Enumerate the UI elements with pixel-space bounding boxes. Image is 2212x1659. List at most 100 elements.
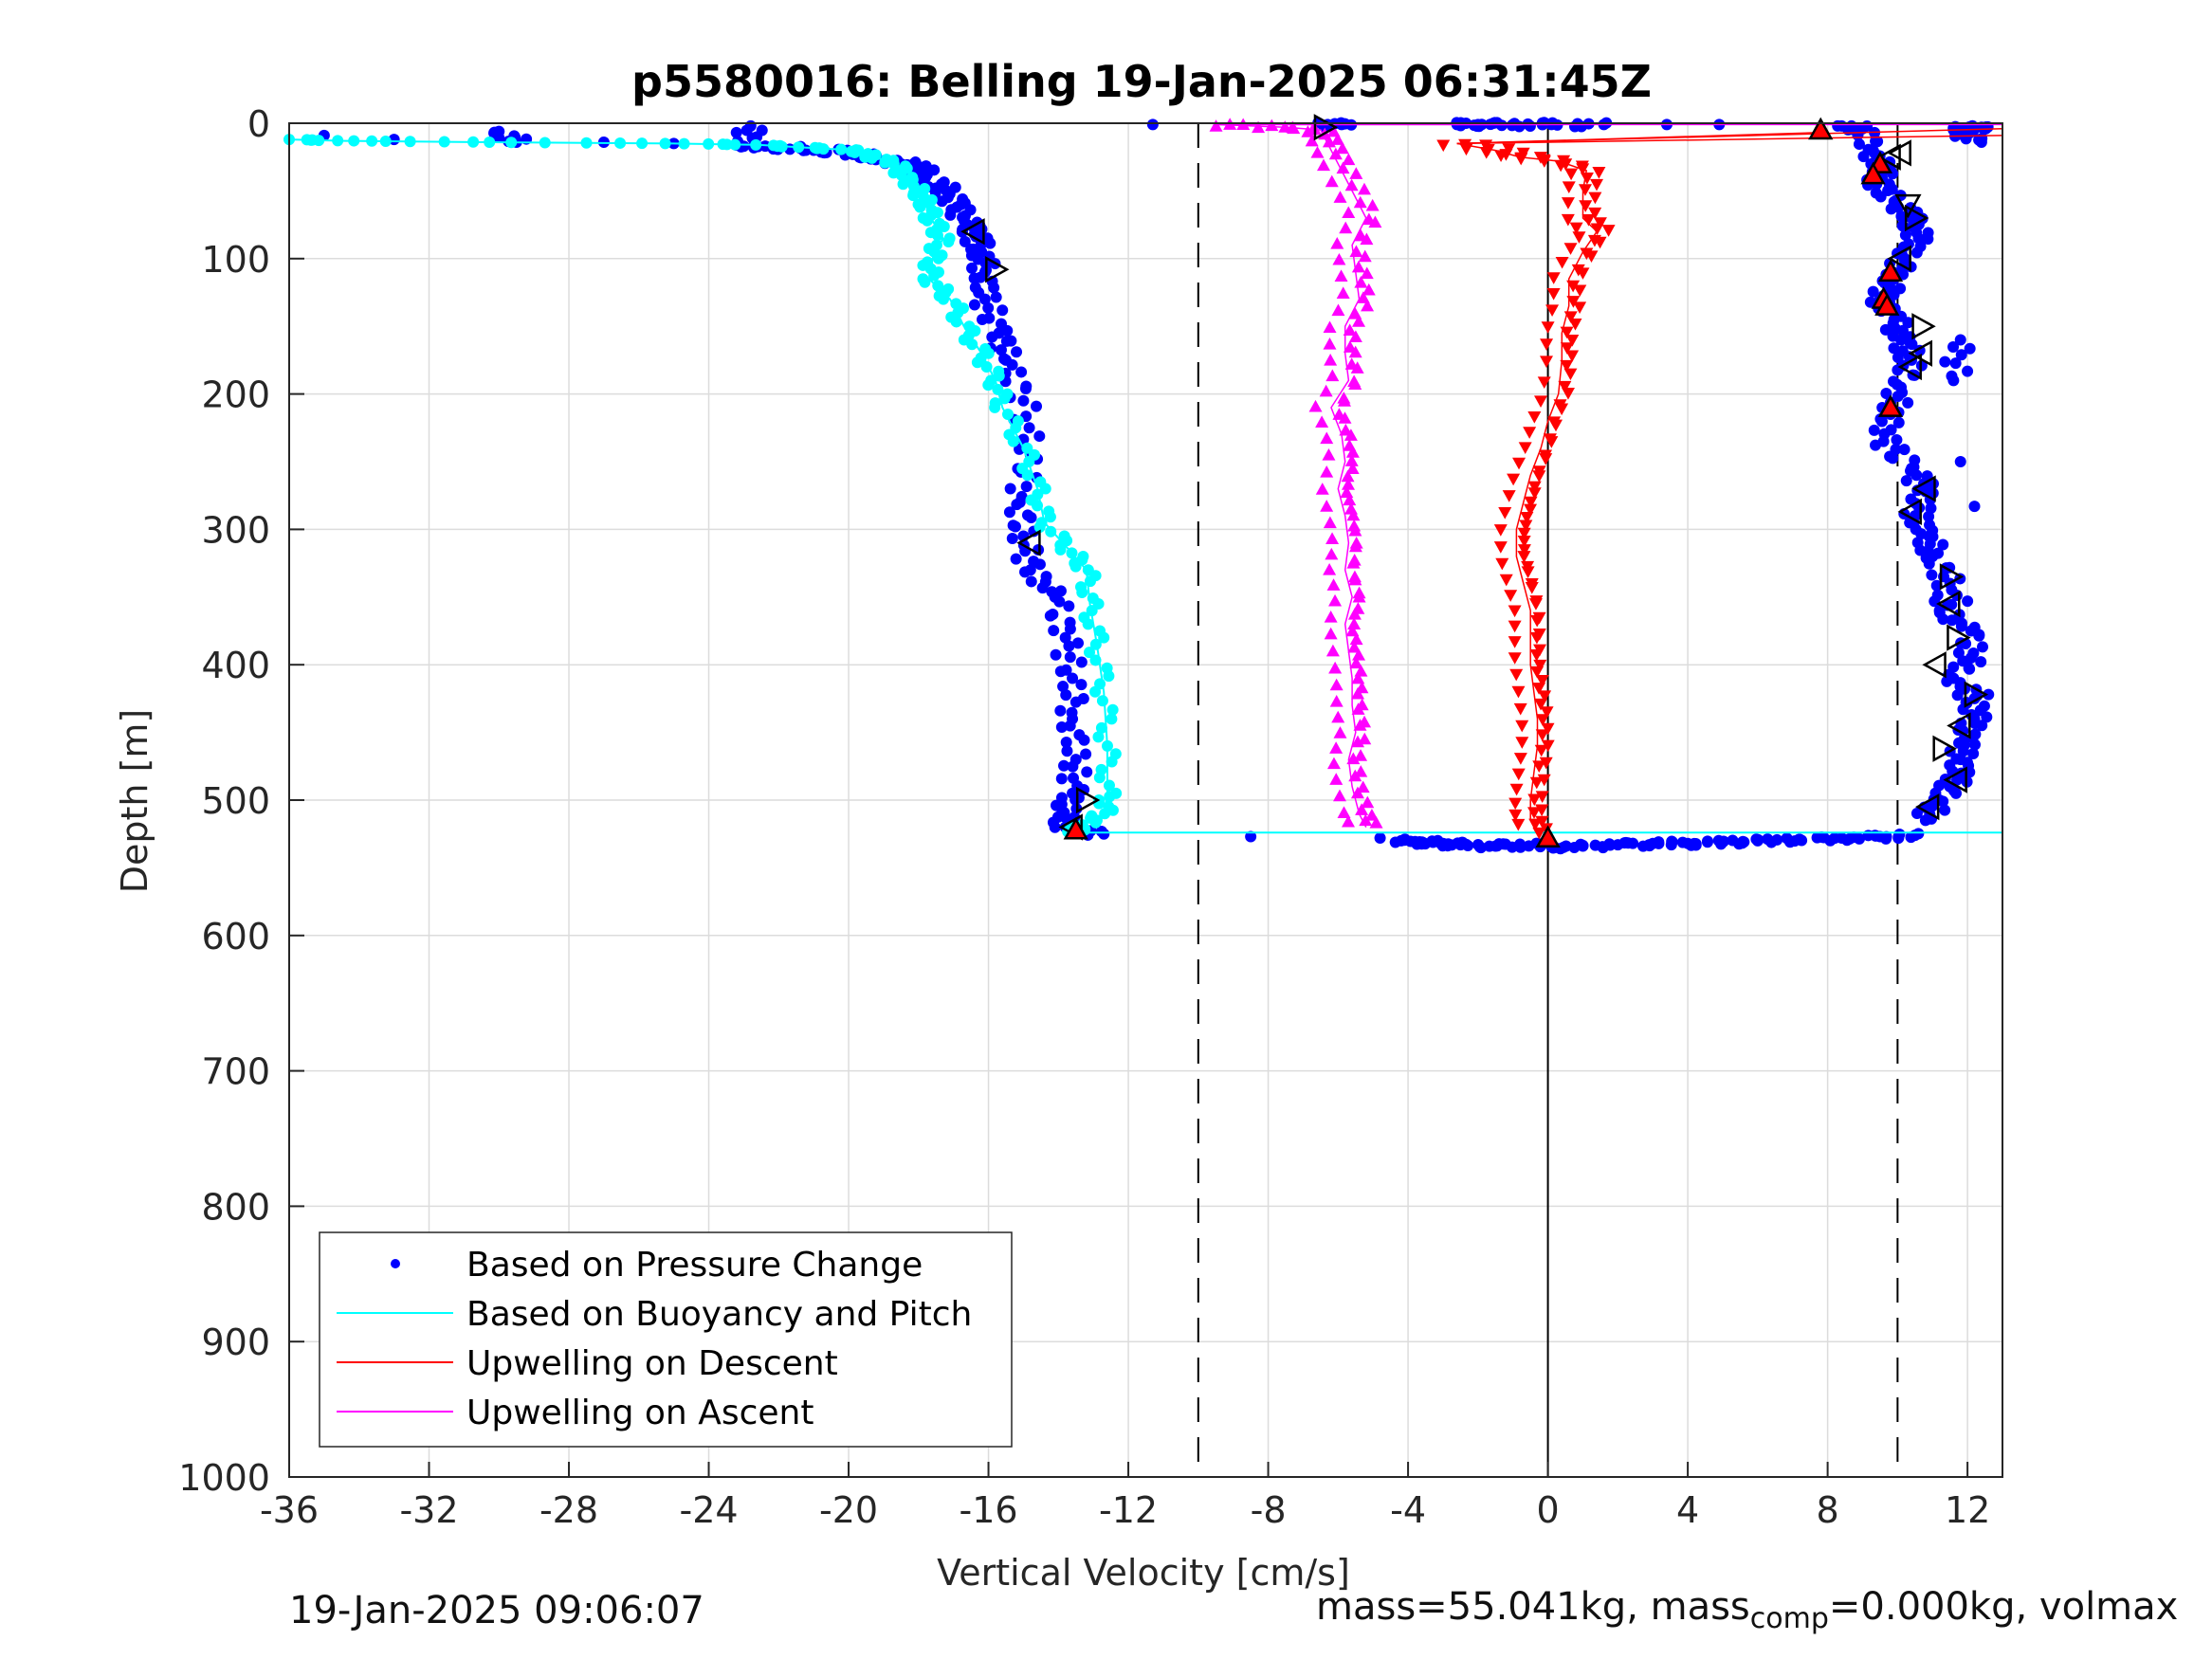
descent-upwelling-point [1528,598,1543,611]
pressure-point [1973,629,1985,642]
outline-triangle-marker [1016,529,1041,556]
ascent-upwelling-point [1326,578,1341,591]
ascent-upwelling-point [1336,286,1350,299]
pressure-point [1080,748,1092,760]
descent-upwelling-point [1524,496,1538,509]
ascent-upwelling-point [1360,266,1374,280]
ascent-upwelling-point [1335,141,1349,155]
legend-label-buoyancy: Based on Buoyancy and Pitch [466,1295,972,1334]
ascent-upwelling-point [1315,483,1329,495]
descent-upwelling-point [1579,200,1593,212]
buoyancy-point [932,252,944,264]
descent-upwelling-point [1527,481,1542,494]
pressure-point [1690,838,1702,850]
pressure-point [1898,444,1910,456]
pressure-point [1676,836,1689,848]
ascent-upwelling-point [1344,428,1358,441]
descent-upwelling-point [1508,620,1522,633]
pressure-point [1886,183,1898,195]
descent-upwelling-point [1568,319,1582,331]
outline-triangle-marker [1887,139,1911,167]
buoyancy-point [1103,670,1115,683]
pressure-point [1949,357,1962,370]
x-tick-label: -24 [679,1489,738,1531]
outline-triangle-marker [1894,193,1922,219]
descent-upwelling-point [1518,442,1532,454]
red-triangle-marker [1874,293,1900,316]
pressure-point [1474,842,1487,854]
pressure-point [1828,832,1840,845]
ascent-upwelling-point [1348,345,1362,358]
pressure-point [1910,226,1923,238]
ascent-upwelling-point [1351,702,1365,715]
ascent-upwelling-point [1326,757,1341,770]
x-ticks: -36 -32 -28 -24 -20 -16 -12 -8 -4 0 4 8 12 [260,1462,1990,1531]
pressure-point [1075,679,1088,691]
pressure-point [1947,340,1960,353]
outline-triangle-marker [1947,624,1971,651]
pressure-point [1011,346,1023,358]
pressure-point [1643,839,1655,851]
pressure-point [1060,689,1072,702]
pressure-point [1054,704,1067,717]
pressure-point [1737,835,1749,848]
legend-label-descent: Upwelling on Descent [466,1344,838,1383]
buoyancy-point [907,190,920,202]
ascent-upwelling-point [1341,814,1355,828]
pressure-point [1981,711,1993,723]
buoyancy-point [817,143,830,155]
ascent-upwelling-point [1346,752,1361,765]
ascent-upwelling-point [1320,500,1334,512]
descent-upwelling-point [1532,827,1546,840]
pressure-point [1078,734,1090,746]
descent-upwelling-point [1560,326,1574,339]
buoyancy-point [379,136,392,148]
pressure-point [1955,349,1967,361]
reference-lines [1197,123,1899,1477]
y-tick-label: 200 [201,374,270,416]
pressure-point [1922,233,1934,246]
descent-upwelling-point [1502,490,1516,502]
outline-triangle-marker [1964,681,1989,708]
ascent-upwelling-point [1328,147,1343,160]
outline-triangle-marker [960,218,985,246]
ascent-upwelling-point [1358,732,1372,745]
pressure-point [1910,469,1923,482]
ascent-upwelling-point [1330,237,1344,249]
footer-mass-prefix: mass=55.041kg, mass [1316,1585,1750,1629]
pressure-point [1968,501,1981,513]
buoyancy-point [678,137,690,150]
x-tick-label: -20 [819,1489,878,1531]
ascent-upwelling-point [1348,539,1362,553]
buoyancy-point [1083,647,1095,659]
ascent-upwelling-point [1322,448,1336,461]
pressure-point [988,282,1000,294]
ascent-upwelling-point [1322,135,1336,148]
descent-upwelling-line [1456,142,1599,835]
buoyancy-point [1054,543,1067,556]
descent-upwelling-point [1493,541,1508,554]
pressure-point [1622,837,1635,849]
pressure-point [1036,582,1049,594]
ascent-upwelling-point [1368,215,1382,228]
ascent-upwelling-point [1328,593,1343,607]
pressure-point [996,304,1009,317]
pressure-point [1962,595,1974,608]
descent-upwelling-point [1555,256,1569,269]
descent-upwelling-point [1495,557,1509,571]
buoyancy-point [729,138,741,151]
descent-upwelling-point [1512,457,1526,470]
buoyancy-point [932,280,944,292]
y-tick-label: 600 [201,916,270,957]
descent-upwelling-point [1534,698,1548,711]
ascent-upwelling-point [1349,632,1363,646]
descent-upwelling-point [1509,668,1524,682]
ascent-upwelling-point [1361,795,1375,809]
pressure-point [1878,428,1891,440]
outline-triangle-marker [1936,590,1961,618]
ascent-upwelling-point [1355,803,1369,815]
descent-upwelling-point [1540,706,1554,719]
descent-upwelling-point [1565,350,1580,363]
outline-triangle-marker [1911,313,1936,340]
descent-upwelling-point [1507,473,1521,486]
